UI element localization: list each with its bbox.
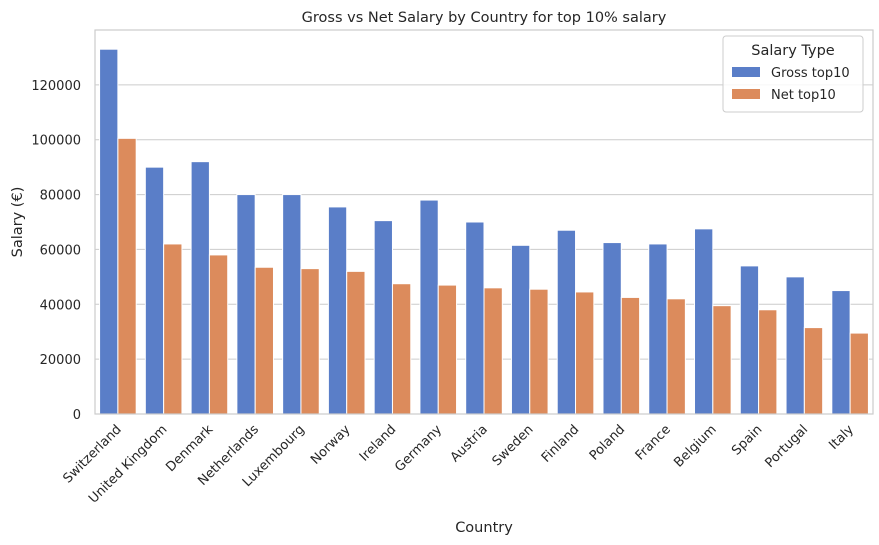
bar-net-france [666, 298, 686, 415]
legend-title: Salary Type [751, 43, 835, 59]
bar-gross-netherlands [236, 194, 256, 415]
bar-gross-norway [327, 206, 348, 415]
bar-net-norway [346, 270, 366, 415]
y-tick-label: 120000 [31, 79, 81, 94]
bar-gross-belgium [694, 228, 714, 415]
bar-net-netherlands [254, 266, 274, 415]
legend-label-gross: Gross top10 [771, 66, 850, 81]
bar-net-italy [849, 332, 869, 415]
bar-gross-france [648, 243, 668, 415]
bar-gross-united-kingdom [144, 166, 165, 415]
x-axis-title: Country [455, 520, 513, 536]
legend-swatch-net [732, 89, 760, 99]
bars [99, 48, 869, 415]
bar-gross-italy [831, 290, 851, 415]
bar-net-austria [483, 287, 503, 415]
legend-label-net: Net top10 [771, 88, 836, 103]
bar-net-denmark [208, 254, 229, 415]
y-tick-labels: 0 20000 40000 60000 80000 100000 120000 [31, 79, 81, 423]
bar-gross-portugal [785, 276, 805, 415]
y-tick-label: 0 [73, 408, 81, 423]
bar-net-germany [437, 284, 458, 415]
bar-gross-sweden [510, 244, 531, 415]
bar-gross-poland [602, 242, 622, 415]
y-tick-label: 100000 [31, 134, 81, 149]
y-tick-label: 80000 [40, 189, 81, 204]
bar-gross-ireland [373, 220, 393, 415]
y-tick-label: 60000 [40, 243, 81, 258]
bar-net-luxembourg [300, 268, 320, 415]
legend: Salary Type Gross top10 Net top10 [722, 35, 864, 113]
bar-net-finland [575, 291, 595, 415]
bar-net-poland [620, 296, 641, 415]
bar-net-spain [758, 309, 778, 415]
bar-gross-spain [739, 265, 760, 415]
y-tick-label: 20000 [40, 353, 81, 368]
bar-gross-luxembourg [282, 194, 302, 415]
bar-gross-denmark [190, 161, 210, 415]
bar-net-belgium [712, 305, 732, 415]
y-tick-label: 40000 [40, 298, 81, 313]
plot-frame [94, 29, 874, 415]
bar-net-sweden [529, 288, 549, 415]
bar-gross-germany [419, 199, 439, 415]
bar-net-united-kingdom [163, 243, 183, 415]
bar-gross-austria [465, 221, 485, 415]
bar-gross-finland [556, 229, 577, 415]
bar-net-switzerland [117, 137, 137, 415]
bar-net-portugal [803, 327, 824, 415]
y-axis-title: Salary (€) [10, 187, 26, 258]
chart-title: Gross vs Net Salary by Country for top 1… [302, 10, 667, 26]
bar-net-ireland [391, 283, 412, 415]
legend-swatch-gross [732, 67, 760, 77]
bar-gross-switzerland [99, 48, 119, 415]
